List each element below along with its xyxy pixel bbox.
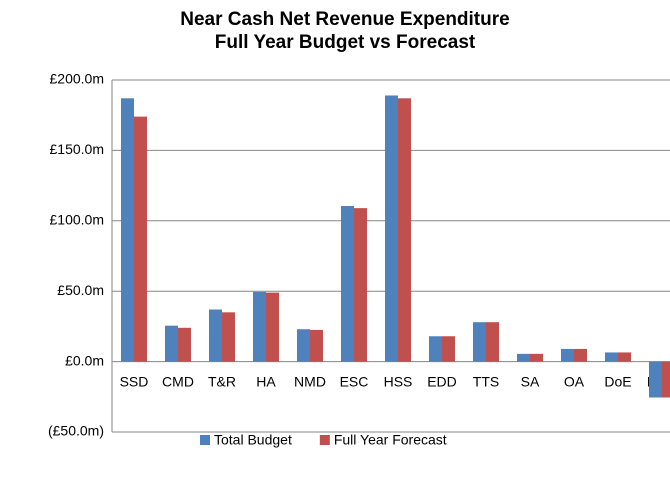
bar [385, 95, 398, 362]
x-tick-label: CMD [162, 373, 194, 389]
chart-title: Full Year Budget vs Forecast [215, 32, 476, 53]
bar [605, 352, 618, 362]
x-tick-label: TTS [473, 373, 499, 389]
x-tick-label: SSD [120, 373, 149, 389]
bar [222, 312, 235, 362]
bar [121, 98, 134, 362]
x-tick-label: SA [521, 373, 540, 389]
bar [165, 325, 178, 362]
x-tick-label: EDD [427, 373, 457, 389]
bar [354, 208, 367, 362]
bar [473, 322, 486, 362]
legend-label: Total Budget [214, 432, 292, 448]
bar [442, 336, 455, 362]
bar [486, 322, 499, 362]
legend-label: Full Year Forecast [334, 432, 447, 448]
bar [530, 353, 543, 362]
y-tick-label: £150.0m [50, 141, 104, 157]
y-tick-label: £100.0m [50, 212, 104, 228]
x-tick-label: DoE [604, 373, 631, 389]
bar [134, 116, 147, 362]
bar [209, 309, 222, 362]
y-tick-label: £50.0m [57, 282, 104, 298]
bar [398, 98, 411, 362]
x-tick-label: OA [564, 373, 585, 389]
bar [618, 352, 631, 362]
chart-title: Near Cash Net Revenue Expenditure [180, 9, 509, 30]
bar [341, 206, 354, 362]
bar [662, 361, 670, 398]
bar [253, 291, 266, 362]
x-tick-label: HSS [384, 373, 413, 389]
x-tick-label: HA [256, 373, 276, 389]
bar [561, 348, 574, 362]
bar [297, 329, 310, 362]
y-tick-label: £200.0m [50, 71, 104, 87]
bar [178, 327, 191, 362]
bar [574, 348, 587, 362]
legend-swatch [319, 435, 330, 445]
x-tick-label: NMD [294, 373, 326, 389]
bar [649, 361, 662, 398]
y-tick-label: (£50.0m) [48, 423, 104, 439]
legend-swatch [200, 435, 210, 445]
bar [429, 336, 442, 362]
y-tick-label: £0.0m [65, 352, 104, 368]
bar [266, 292, 279, 362]
x-tick-label: T&R [208, 373, 236, 389]
bar [517, 353, 530, 362]
x-tick-label: ESC [340, 373, 369, 389]
bar [310, 329, 323, 362]
